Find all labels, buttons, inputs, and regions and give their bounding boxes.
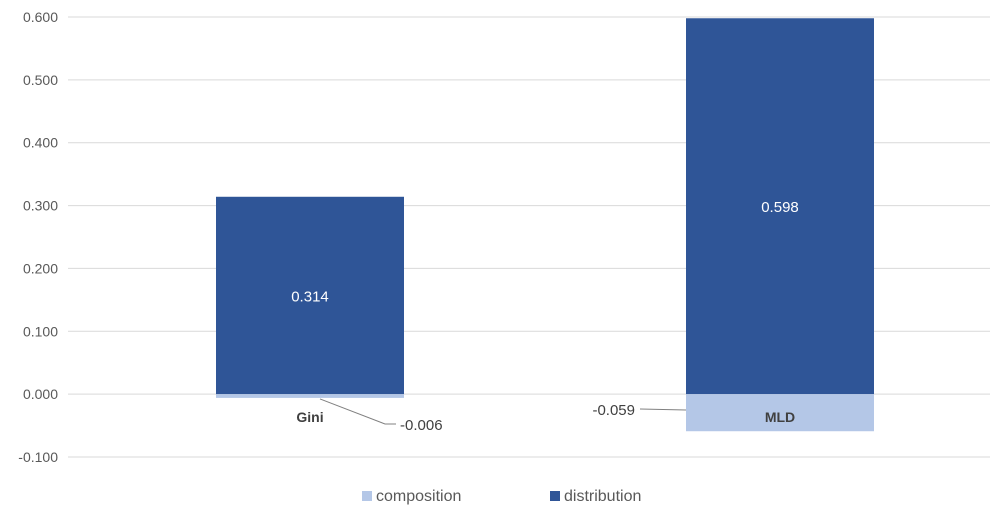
bars: [216, 18, 874, 432]
category-label: Gini: [296, 409, 323, 425]
y-tick-label: 0.300: [23, 198, 58, 214]
legend: composition distribution: [362, 488, 641, 505]
leader-line: [639, 408, 687, 411]
y-tick-label: 0.100: [23, 323, 58, 339]
y-tick-label: 0.600: [23, 9, 58, 25]
legend-label: distribution: [564, 488, 641, 505]
y-tick-label: -0.100: [18, 449, 58, 465]
y-tick-label: 0.400: [23, 135, 58, 151]
y-tick-label: 0.000: [23, 386, 58, 402]
data-label-composition: -0.059: [592, 402, 635, 419]
y-tick-label: 0.500: [23, 72, 58, 88]
data-label-distribution: 0.598: [761, 199, 799, 216]
legend-swatch: [550, 491, 560, 501]
bar-distribution-gini: [216, 196, 404, 395]
bar-composition-mld: [686, 394, 874, 432]
bar-composition-gini: [216, 394, 404, 398]
y-axis: -0.100 0.000 0.100 0.200 0.300 0.400 0.500 0.60…: [18, 9, 58, 465]
data-label-composition: -0.006: [400, 417, 443, 434]
bar-distribution-mld: [686, 18, 874, 395]
y-tick-label: 0.200: [23, 260, 58, 276]
data-labels: 0.314 0.598 -0.006 -0.059: [291, 199, 799, 434]
legend-label: composition: [376, 488, 461, 505]
category-label: MLD: [765, 409, 795, 425]
legend-swatch: [362, 491, 372, 501]
category-labels: Gini MLD: [296, 409, 795, 425]
data-label-distribution: 0.314: [291, 288, 329, 305]
leader-line: [319, 398, 396, 425]
